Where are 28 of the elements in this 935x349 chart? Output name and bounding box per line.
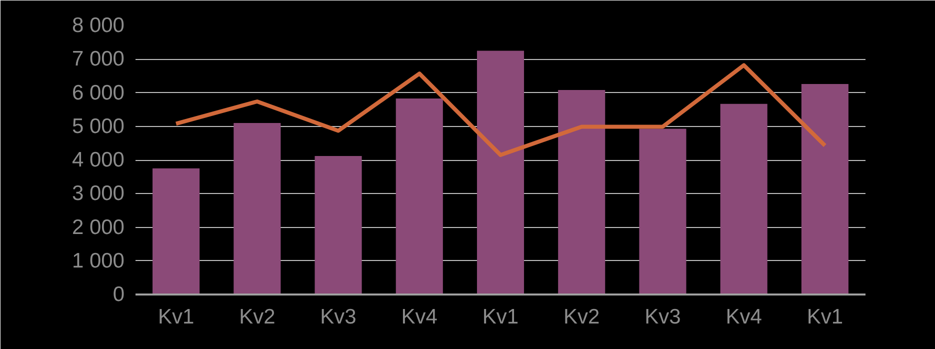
x-tick-label: Kv4 (726, 306, 762, 328)
x-tick-label: Kv1 (806, 306, 844, 328)
bar (314, 156, 362, 294)
y-tick-label: 7 000 (72, 48, 125, 71)
y-tick-label: 2 000 (72, 216, 125, 239)
x-tick-label: Kv3 (644, 306, 681, 328)
bar (639, 128, 686, 294)
bar (801, 84, 848, 294)
bar (234, 123, 281, 294)
bar (558, 90, 606, 294)
x-tick-label: Kv2 (564, 306, 600, 328)
x-tick-label: Kv1 (482, 306, 519, 328)
y-tick-label: 3 000 (72, 182, 125, 206)
bar (476, 50, 524, 294)
x-tick-label: Kv1 (158, 306, 194, 328)
y-tick-label: 8 000 (72, 14, 125, 37)
y-tick-label: 6 000 (72, 81, 125, 104)
x-tick-label: Kv3 (320, 306, 356, 328)
y-tick-label: 0 (112, 283, 125, 306)
bar (152, 168, 200, 294)
bar (720, 104, 768, 294)
x-tick-label: Kv4 (401, 306, 438, 328)
y-tick-label: 5 000 (72, 114, 125, 138)
y-tick-label: 1 000 (72, 249, 125, 272)
x-tick-label: Kv2 (239, 306, 276, 328)
line-series (174, 63, 827, 157)
y-tick-label: 4 000 (72, 148, 125, 172)
bar (396, 98, 443, 294)
